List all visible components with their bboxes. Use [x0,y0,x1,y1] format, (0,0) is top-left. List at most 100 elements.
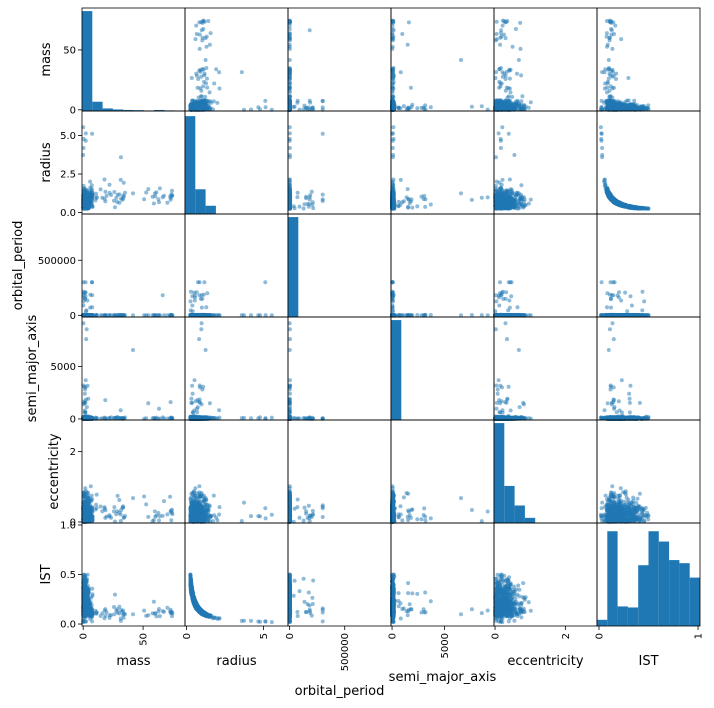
point [160,195,165,200]
point [194,71,199,76]
point [302,202,307,207]
point [503,20,508,25]
panel-mass-vs-orbital_period [287,7,392,112]
point [215,100,220,105]
point [391,81,396,86]
point [102,177,107,182]
panel-mass-vs-semi_major_axis [390,7,495,112]
point [287,146,292,150]
point [518,20,523,25]
point [205,76,209,81]
point [310,202,315,207]
point [605,90,609,95]
point [307,197,312,202]
point [194,104,199,109]
point [117,192,122,197]
point [157,186,162,191]
point [494,32,499,36]
point [498,42,503,47]
point [196,77,201,81]
point [168,197,173,202]
point [405,42,410,47]
point [142,197,147,202]
point [90,131,95,136]
point [408,85,413,90]
point [200,67,205,71]
point [94,191,99,196]
point [629,105,634,110]
point [502,71,507,76]
point [239,70,244,75]
point [494,37,499,42]
point [263,105,268,110]
point [122,194,126,199]
point [407,201,412,206]
point [207,90,212,95]
panel-mass-vs-mass [81,7,186,112]
point [405,187,410,192]
point [516,103,521,108]
hist-bar-mass-3 [112,109,124,111]
hist-bar-mass-1 [92,101,103,111]
point [196,95,201,100]
point [423,103,428,108]
point [603,81,608,86]
point [194,32,199,36]
point [153,194,158,199]
point [84,200,89,205]
point [507,106,512,111]
point [200,35,205,40]
point [249,107,253,112]
point [197,46,202,51]
point [198,86,203,91]
point [151,201,156,206]
point [602,86,607,91]
point [297,204,302,209]
point [406,20,411,25]
point [204,34,209,39]
point [85,193,90,198]
point [194,23,199,28]
point [121,180,126,185]
point [626,98,631,103]
point [636,106,641,111]
point [304,105,309,110]
point [217,70,222,75]
point [609,68,614,73]
point [320,99,325,104]
point [203,58,208,62]
point [291,204,296,209]
point [202,71,207,76]
point [117,200,122,205]
point [604,31,609,36]
point [112,190,117,194]
panel-frame [287,110,392,215]
point [197,20,202,25]
point [83,131,88,136]
point [390,155,395,160]
point [212,81,217,86]
point [258,107,262,112]
point [190,98,195,103]
point [609,32,614,37]
point [391,71,395,76]
point [123,190,127,195]
point [144,190,149,195]
point [189,76,194,80]
point [98,187,103,192]
hist-bar-radius-0 [185,116,196,214]
hist-bar-mass-7 [154,109,165,111]
point [604,34,609,39]
point [391,19,396,24]
point [191,106,196,111]
panel-radius-vs-semi_major_axis [390,110,495,215]
point [515,98,520,103]
point [214,67,219,72]
point [400,32,405,36]
point [599,98,604,103]
hist-bar-mass-4 [123,109,134,111]
point [114,195,119,200]
point [154,190,159,195]
point [499,81,504,86]
